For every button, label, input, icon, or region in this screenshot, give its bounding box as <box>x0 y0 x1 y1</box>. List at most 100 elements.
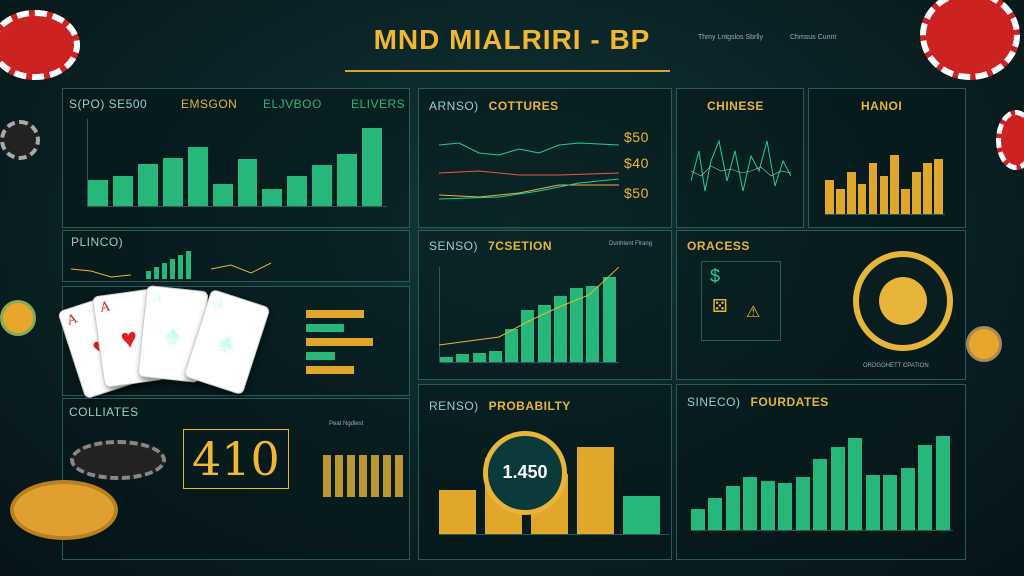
key-grid <box>323 455 403 497</box>
bar-chart-section <box>439 267 619 363</box>
chart-bar <box>262 188 283 206</box>
coin-value: 1.450 <box>502 462 548 482</box>
chart-bar <box>577 446 614 534</box>
chart-bar <box>857 184 867 214</box>
chart-bar <box>691 509 705 530</box>
chart-bar <box>212 184 233 206</box>
chart-bar <box>362 127 382 206</box>
chart-bar <box>868 163 878 214</box>
red-chip-icon <box>996 110 1024 170</box>
chart-bar <box>923 163 932 214</box>
legend: Dunhtent Flrang <box>609 241 653 247</box>
panel-title: HANOI <box>861 99 903 113</box>
legend-1: EMSGON <box>181 97 238 111</box>
chart-bar <box>440 357 454 362</box>
bar-chart-top-left <box>87 119 387 207</box>
horizontal-bar-chart <box>306 310 402 382</box>
chart-bar <box>439 490 476 534</box>
warning-icon: ⚠ <box>746 304 761 321</box>
chart-bar <box>306 366 354 374</box>
value-1: $50 <box>624 129 649 145</box>
chart-bar <box>456 354 470 362</box>
chart-bar <box>918 444 933 530</box>
panel-label: SENSO) <box>429 239 479 253</box>
caption: ORDGOHETT CPATION <box>863 363 929 369</box>
chart-bar <box>570 287 584 362</box>
dollar-icon: $ <box>710 266 721 286</box>
panel-top-left: S(PO) SE500 EMSGON ELJVBOO ELIVERS <box>62 88 410 228</box>
chart-bar <box>890 154 900 214</box>
chart-bar <box>743 477 758 530</box>
panel-label: PLINCO) <box>71 235 124 249</box>
panel-oraces: ORACESS $ ⚄ ⚠ ORDGOHETT CPATION <box>676 230 966 380</box>
trend-line <box>439 267 619 346</box>
black-chip-stack-icon <box>70 440 166 480</box>
chart-bar <box>306 310 364 318</box>
chart-bar <box>795 477 810 530</box>
chart-bar <box>760 480 775 530</box>
bar-chart-fourdates <box>691 415 953 531</box>
chart-bar <box>88 179 108 206</box>
panel-title: 7CSETION <box>488 239 553 253</box>
chart-bar <box>778 482 793 530</box>
chart-bar <box>306 338 374 346</box>
chart-bar <box>586 286 600 362</box>
red-chip-icon <box>920 0 1020 80</box>
chart-bar <box>901 188 911 214</box>
chart-bar <box>934 158 943 214</box>
coin-center <box>879 277 927 325</box>
chart-bar <box>935 435 950 530</box>
page-title: MND MIALRIRI - BP <box>373 24 651 55</box>
chart-bar <box>725 486 740 530</box>
chart-bar <box>848 438 863 530</box>
value-3: $50 <box>624 185 649 201</box>
top-right-note-2: Chmsus Cunnt <box>790 34 837 41</box>
panel-section: SENSO) 7CSETION Dunhtent Flrang <box>418 230 672 380</box>
sub-label: Peat Ngdlest <box>329 421 364 427</box>
panel-colliates: COLLIATES 410 Peat Ngdlest <box>62 398 410 560</box>
panel-label: RENSO) <box>429 399 479 413</box>
line-chart-cottures <box>439 142 619 200</box>
chart-bar <box>846 171 856 214</box>
chart-bar <box>112 175 133 206</box>
panel-fourdates: SINECO) FOURDATES <box>676 384 966 560</box>
panel-title: ORACESS <box>687 239 750 253</box>
chart-bar <box>825 180 834 214</box>
panel-chinese: CHINESE <box>676 88 804 228</box>
chart-bar <box>237 159 258 206</box>
chart-bar <box>488 350 502 362</box>
panel-title: FOURDATES <box>750 395 829 409</box>
chart-bar <box>553 295 567 362</box>
top-right-note: Thmy Lntgslos Sbrlly <box>698 34 763 41</box>
chart-bar <box>708 497 723 530</box>
panel-label: ARNSO) <box>429 99 479 113</box>
chart-bar <box>835 188 845 214</box>
chart-bar <box>306 352 335 360</box>
panel-label: SINECO) <box>687 395 741 409</box>
panel-plinco: PLINCO) <box>62 230 410 282</box>
gold-chip-icon <box>966 326 1002 362</box>
gold-chip-icon <box>0 300 36 336</box>
chart-bar <box>912 171 921 214</box>
chart-bar <box>137 164 158 206</box>
legend-2: ELJVBOO <box>263 97 322 111</box>
panel-title: COTTURES <box>488 99 559 113</box>
chart-bar <box>187 146 208 206</box>
chart-bar <box>883 474 898 530</box>
chart-bar <box>602 276 616 362</box>
chart-bar <box>306 324 345 332</box>
chart-bar <box>623 495 660 534</box>
chart-bar <box>337 153 358 206</box>
panel-title: CHINESE <box>707 99 764 113</box>
chart-bar <box>865 474 880 530</box>
icon-box: $ ⚄ ⚠ <box>701 261 781 341</box>
gold-chip-stack-icon <box>10 480 118 540</box>
title-underline <box>345 70 670 72</box>
panel-hanoi: HANOI <box>808 88 966 228</box>
chart-bar <box>162 158 183 206</box>
big-number: 410 <box>183 429 289 489</box>
black-chip-icon <box>0 120 40 160</box>
probability-coin: 1.450 <box>483 431 567 515</box>
panel-label: S(PO) SE500 <box>69 97 148 111</box>
mini-charts <box>71 251 272 279</box>
